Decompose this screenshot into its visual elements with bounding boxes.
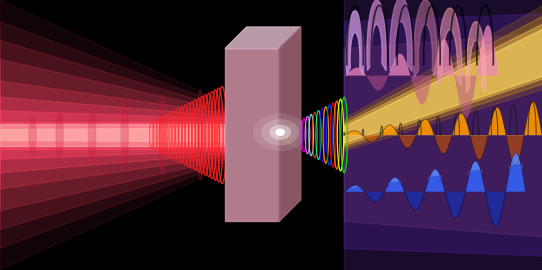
Polygon shape [466, 22, 486, 92]
Polygon shape [0, 97, 225, 173]
Polygon shape [344, 32, 542, 238]
Polygon shape [279, 27, 301, 221]
Polygon shape [344, 0, 542, 270]
Polygon shape [344, 14, 542, 256]
Ellipse shape [253, 113, 307, 151]
Polygon shape [225, 27, 301, 49]
Polygon shape [225, 49, 279, 221]
Ellipse shape [88, 105, 96, 165]
Polygon shape [344, 24, 542, 143]
Polygon shape [438, 8, 462, 86]
Polygon shape [0, 122, 225, 148]
Polygon shape [414, 0, 437, 78]
Polygon shape [0, 128, 225, 142]
Ellipse shape [56, 111, 63, 159]
Ellipse shape [269, 125, 291, 140]
Polygon shape [344, 19, 542, 146]
Ellipse shape [121, 100, 128, 170]
Polygon shape [0, 81, 225, 189]
Polygon shape [0, 59, 225, 211]
Polygon shape [367, 0, 386, 71]
Polygon shape [0, 124, 225, 146]
Polygon shape [0, 22, 225, 248]
Polygon shape [346, 11, 364, 75]
Polygon shape [0, 40, 225, 230]
Ellipse shape [261, 119, 299, 146]
Ellipse shape [159, 94, 166, 176]
Polygon shape [0, 111, 225, 159]
Polygon shape [390, 0, 412, 72]
Ellipse shape [275, 129, 285, 136]
Ellipse shape [197, 89, 204, 181]
Polygon shape [344, 0, 542, 151]
Ellipse shape [29, 116, 36, 154]
Polygon shape [344, 11, 542, 148]
Polygon shape [0, 0, 225, 270]
